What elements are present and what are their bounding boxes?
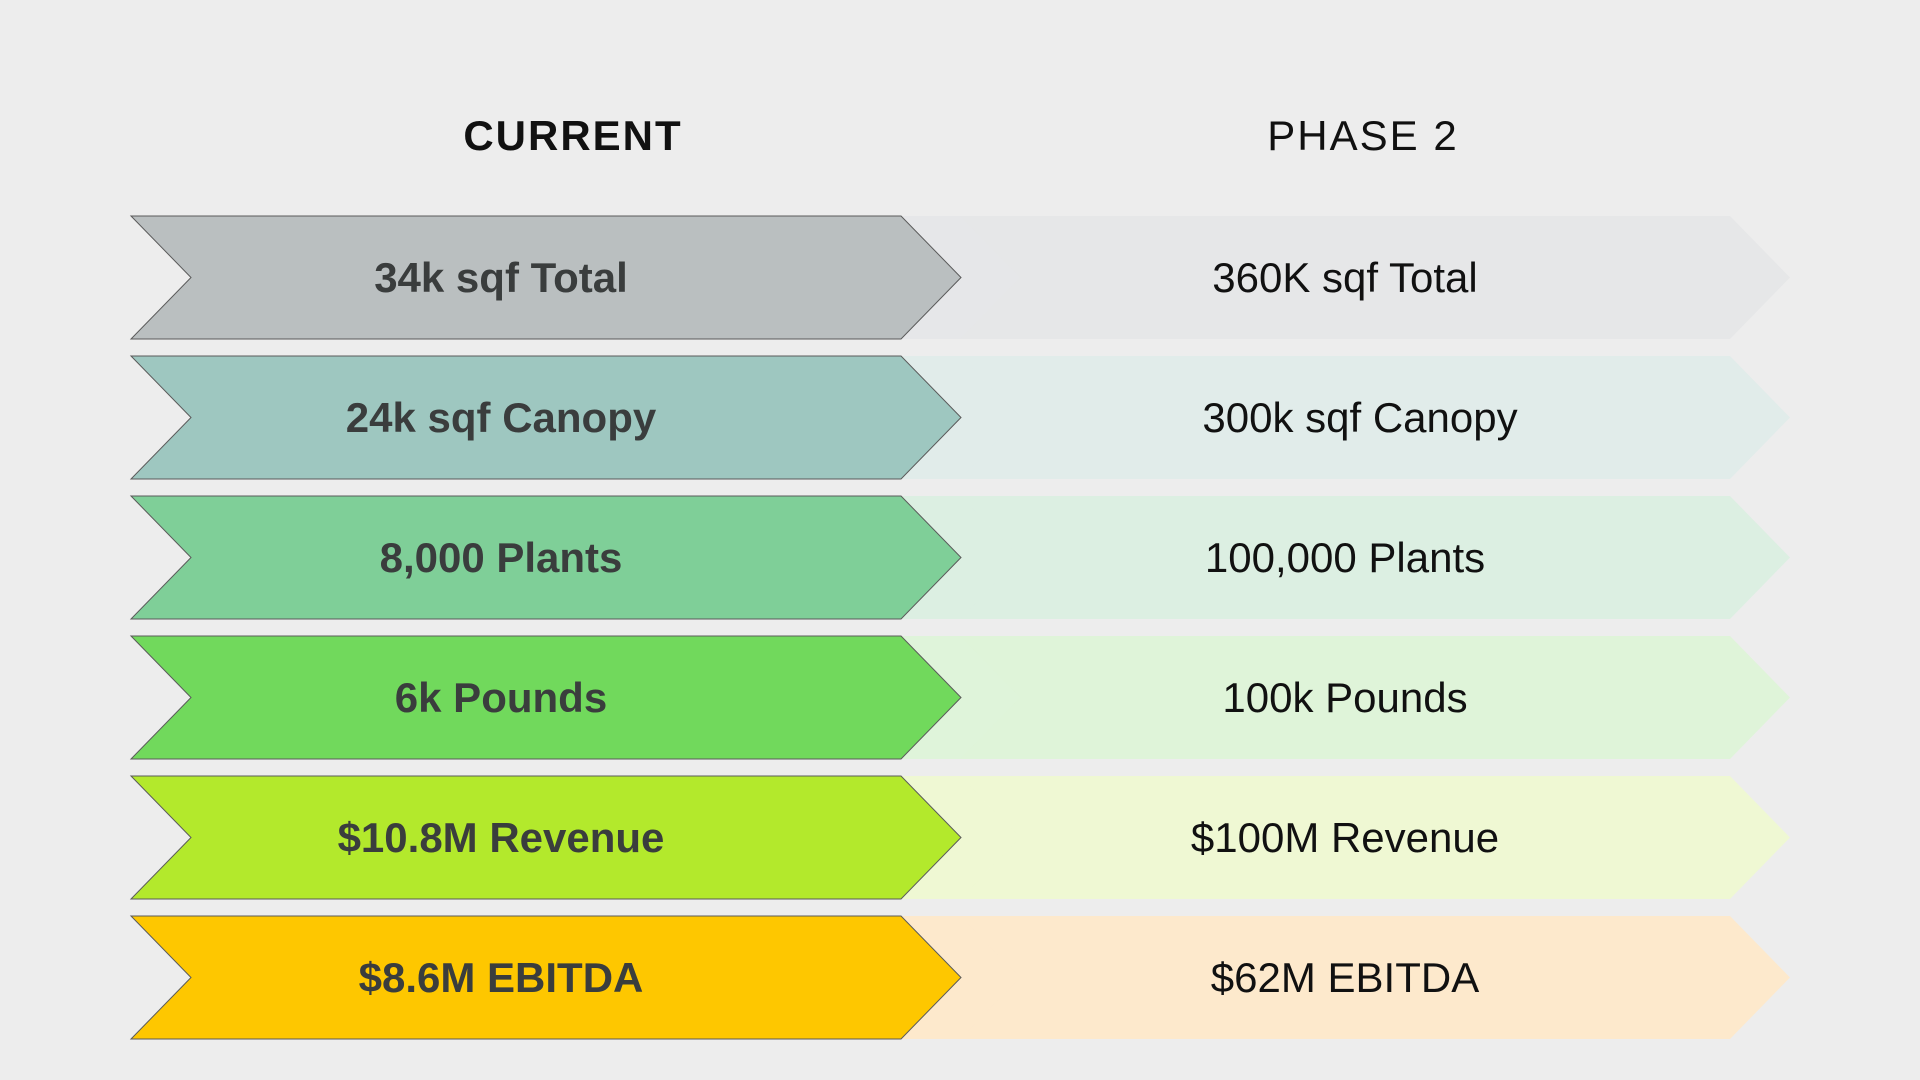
current-value: 6k Pounds bbox=[394, 674, 608, 721]
current-chevron-shape bbox=[129, 775, 962, 900]
phase2-chevron-fill bbox=[900, 636, 1790, 759]
current-chevron: 34k sqf Total bbox=[129, 215, 962, 340]
current-value: 34k sqf Total bbox=[374, 254, 628, 301]
current-value: $10.8M Revenue bbox=[337, 814, 665, 861]
current-chevron-fill bbox=[129, 775, 962, 900]
current-chevron-fill bbox=[129, 215, 962, 340]
current-chevron-shape bbox=[129, 215, 962, 340]
metric-row-pounds: 100k Pounds 6k Pounds bbox=[0, 635, 1920, 760]
phase2-chevron: 100k Pounds bbox=[900, 636, 1790, 759]
current-chevron-fill bbox=[129, 915, 962, 1040]
metric-row-ebitda: $62M EBITDA $8.6M EBITDA bbox=[0, 915, 1920, 1040]
current-value: 8,000 Plants bbox=[379, 534, 623, 581]
current-value: 24k sqf Canopy bbox=[345, 394, 657, 441]
current-value: $8.6M EBITDA bbox=[358, 954, 644, 1001]
current-chevron-shape bbox=[129, 915, 962, 1040]
metric-row-plants: 100,000 Plants 8,000 Plants bbox=[0, 495, 1920, 620]
current-column-header: CURRENT bbox=[463, 112, 683, 159]
phase2-chevron: $62M EBITDA bbox=[900, 916, 1790, 1039]
phase2-chevron: $100M Revenue bbox=[900, 776, 1790, 899]
current-chevron-shape bbox=[129, 355, 962, 480]
current-chevron: 24k sqf Canopy bbox=[129, 355, 962, 480]
phase2-chevron: 100,000 Plants bbox=[900, 496, 1790, 619]
phase2-chevron: 300k sqf Canopy bbox=[900, 356, 1790, 479]
phase2-value: 100k Pounds bbox=[1222, 674, 1468, 721]
current-chevron: 8,000 Plants bbox=[129, 495, 962, 620]
phase2-value: 100,000 Plants bbox=[1204, 534, 1486, 581]
phase2-value: 300k sqf Canopy bbox=[1202, 394, 1518, 441]
metric-row-total-area: 360K sqf Total 34k sqf Total bbox=[0, 215, 1920, 340]
phase2-chevron-fill bbox=[900, 776, 1790, 899]
phase2-chevron: 360K sqf Total bbox=[900, 216, 1790, 339]
metric-row-revenue: $100M Revenue $10.8M Revenue bbox=[0, 775, 1920, 900]
phase2-chevron-fill bbox=[900, 916, 1790, 1039]
current-chevron-fill bbox=[129, 355, 962, 480]
current-chevron-fill bbox=[129, 635, 962, 760]
phase2-value: 360K sqf Total bbox=[1212, 254, 1478, 301]
phase2-chevron-fill bbox=[900, 356, 1790, 479]
current-chevron: $10.8M Revenue bbox=[129, 775, 962, 900]
phase2-value: $62M EBITDA bbox=[1210, 954, 1480, 1001]
phase2-value: $100M Revenue bbox=[1190, 814, 1500, 861]
current-chevron-shape bbox=[129, 635, 962, 760]
phase2-column-header: PHASE 2 bbox=[1267, 112, 1459, 159]
current-chevron: 6k Pounds bbox=[129, 635, 962, 760]
metric-row-canopy: 300k sqf Canopy 24k sqf Canopy bbox=[0, 355, 1920, 480]
current-chevron-fill bbox=[129, 495, 962, 620]
phase2-chevron-fill bbox=[900, 496, 1790, 619]
current-chevron-shape bbox=[129, 495, 962, 620]
current-chevron: $8.6M EBITDA bbox=[129, 915, 962, 1040]
phase2-chevron-fill bbox=[900, 216, 1790, 339]
